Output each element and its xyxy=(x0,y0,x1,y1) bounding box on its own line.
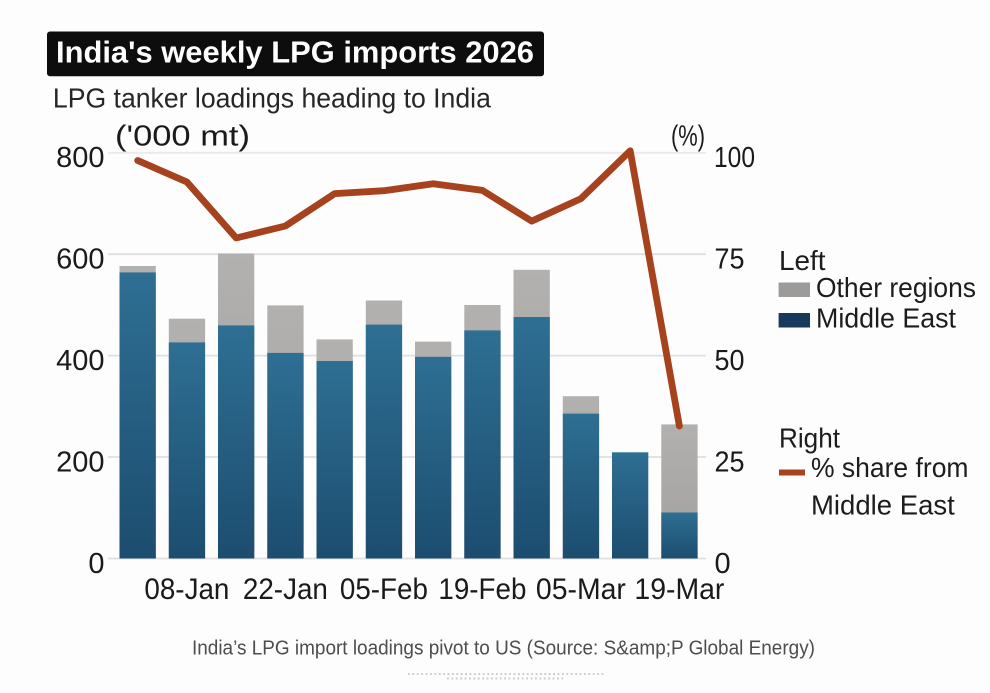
svg-text:50: 50 xyxy=(715,345,745,377)
svg-text:0: 0 xyxy=(88,548,104,580)
svg-text:% share from: % share from xyxy=(811,452,969,483)
svg-text:Middle East: Middle East xyxy=(811,490,955,521)
svg-text:Left: Left xyxy=(779,245,826,276)
svg-text:Middle East: Middle East xyxy=(816,303,956,334)
svg-text:200: 200 xyxy=(56,446,104,478)
svg-text:05-Feb: 05-Feb xyxy=(340,573,428,606)
svg-text:08-Jan: 08-Jan xyxy=(144,573,229,606)
svg-text:Right: Right xyxy=(779,423,840,454)
svg-text:('000 mt): ('000 mt) xyxy=(115,121,250,153)
svg-text:05-Mar: 05-Mar xyxy=(536,573,626,606)
svg-text:400: 400 xyxy=(56,345,104,377)
svg-text:600: 600 xyxy=(56,244,104,276)
svg-text:LPG tanker loadings heading to: LPG tanker loadings heading to India xyxy=(53,83,491,114)
svg-text:Other regions: Other regions xyxy=(816,272,976,303)
svg-text:India’s LPG import loadings pi: India’s LPG import loadings pivot to US … xyxy=(192,638,815,660)
svg-text:25: 25 xyxy=(715,446,745,478)
svg-text:(%): (%) xyxy=(671,121,705,153)
svg-text:0: 0 xyxy=(715,548,731,580)
svg-text:19-Mar: 19-Mar xyxy=(634,573,724,606)
svg-text:75: 75 xyxy=(715,244,745,276)
svg-text:800: 800 xyxy=(56,142,104,174)
svg-text:India's weekly LPG imports 202: India's weekly LPG imports 2026 xyxy=(56,35,534,70)
svg-text:19-Feb: 19-Feb xyxy=(438,573,526,606)
svg-text:22-Jan: 22-Jan xyxy=(243,573,328,606)
svg-text:100: 100 xyxy=(714,142,755,174)
